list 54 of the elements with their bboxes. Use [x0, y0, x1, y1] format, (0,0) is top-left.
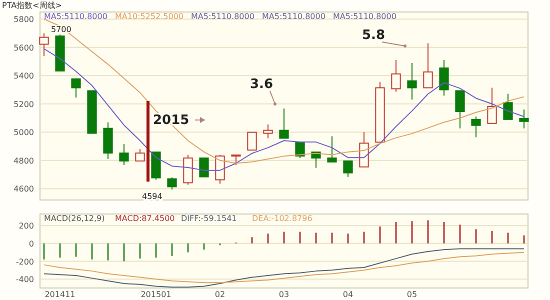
text: MA10:5252.5000 [115, 12, 184, 21]
y-tick-label: 5200 [14, 100, 34, 109]
y-tick-label: 5600 [14, 43, 34, 52]
y-tick-label: 5800 [14, 15, 34, 24]
text: DIFF:-59.1541 [181, 214, 237, 223]
line-series [44, 18, 524, 164]
y-tick-label: 4600 [14, 184, 34, 194]
annotation: MA5:5110.8000 [191, 12, 254, 21]
y-tick-label: 5000 [14, 128, 34, 138]
candlestick [503, 93, 513, 120]
y-tick-label: 0 [28, 239, 34, 248]
text: MA5:5110.8000 [44, 12, 108, 21]
candlestick [359, 132, 369, 168]
candlestick [327, 136, 337, 162]
text: DEA:-102.8796 [252, 214, 312, 223]
candlestick [199, 158, 209, 178]
candlestick [487, 87, 497, 124]
candlestick [279, 108, 289, 139]
candlestick [71, 78, 81, 98]
candlestick [471, 116, 481, 138]
candlestick [423, 42, 433, 88]
candlestick [439, 60, 449, 96]
annotation: MA5:5110.8000 [333, 12, 396, 21]
y-tick-label: 5400 [14, 72, 34, 81]
x-tick-label: 05 [406, 290, 418, 299]
x-tick-label: 03 [278, 290, 290, 299]
y-tick-label: 200 [18, 222, 34, 231]
y-tick-label: -200 [16, 257, 34, 266]
candlestick [167, 176, 177, 190]
candlestick [263, 124, 273, 139]
candlestick [343, 160, 353, 178]
candlestick [391, 60, 401, 92]
x-tick-label: 02 [214, 290, 226, 299]
x-tick-label: 201411 [44, 290, 76, 299]
candlestick [215, 154, 225, 184]
chart-title: PTA指数<周线> [2, 1, 62, 10]
candlestick [119, 144, 129, 166]
candlestick [295, 142, 305, 159]
candlestick [247, 132, 257, 151]
x-tick-label: 201501 [140, 290, 172, 299]
candlestick [231, 154, 241, 166]
candlestick [519, 109, 529, 129]
candlestick [135, 148, 145, 162]
y-tick-label: 4800 [14, 156, 34, 166]
y-tick-label: -400 [16, 275, 34, 284]
chart-title: MACD(26,12,9) [44, 214, 105, 223]
annotation: 3.6 [250, 77, 274, 92]
annotation: 5.8 [362, 28, 386, 43]
x-tick-label: 04 [342, 290, 354, 299]
annotation: 4594 [142, 192, 162, 201]
candlestick [455, 90, 465, 129]
text: MACD:87.4500 [115, 214, 175, 223]
candlestick [407, 62, 417, 100]
annotation: MA5:5110.8000 [262, 12, 326, 21]
